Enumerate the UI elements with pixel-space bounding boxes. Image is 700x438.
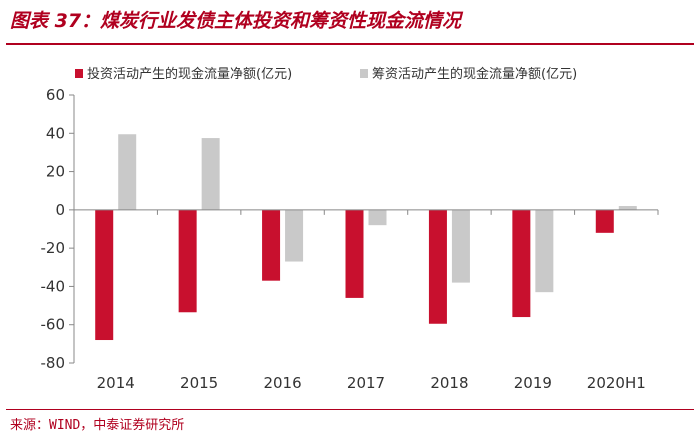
y-tick-label: 60 [46, 86, 65, 104]
x-tick-label: 2017 [347, 374, 385, 392]
bar [345, 209, 364, 298]
bars [95, 134, 637, 341]
legend-swatch [360, 69, 368, 78]
x-tick-label: 2014 [97, 374, 135, 392]
legend-label: 筹资活动产生的现金流量净额(亿元) [372, 66, 577, 82]
legend-label: 投资活动产生的现金流量净额(亿元) [87, 66, 292, 82]
y-tick-label: 0 [55, 201, 65, 219]
bar [285, 209, 304, 262]
y-tick-label: -40 [41, 277, 66, 295]
x-tick-label: 2018 [430, 374, 468, 392]
x-tick-label: 2015 [180, 374, 218, 392]
bar-chart: 投资活动产生的现金流量净额(亿元) 筹资活动产生的现金流量净额(亿元) 60 40 2… [41, 66, 659, 392]
bar [201, 138, 220, 210]
bar [178, 209, 197, 313]
y-tick-label: 20 [46, 163, 65, 181]
x-tick-label: 2020H1 [587, 374, 646, 392]
bar [512, 209, 531, 318]
source-divider [6, 409, 694, 410]
y-tick-label: -60 [41, 316, 66, 334]
bar [618, 206, 637, 210]
y-tick-label: 40 [46, 124, 65, 142]
bar [368, 209, 387, 226]
x-tick-label: 2019 [514, 374, 552, 392]
chart-legend: 投资活动产生的现金流量净额(亿元) 筹资活动产生的现金流量净额(亿元) [75, 66, 577, 82]
bar [535, 209, 554, 293]
bar [451, 209, 470, 283]
title-divider [6, 43, 694, 45]
y-tick-label: -80 [41, 354, 66, 372]
bar [118, 134, 137, 210]
bar [595, 209, 614, 233]
legend-swatch [75, 69, 83, 78]
bar [95, 209, 114, 341]
chart-title: 图表 37：煤炭行业发债主体投资和筹资性现金流情况 [10, 10, 462, 32]
y-tick-label: -20 [41, 239, 66, 257]
source-note: 来源：WIND，中泰证券研究所 [10, 418, 185, 433]
x-axis: 2014 2015 2016 2017 2018 2019 2020H1 [73, 209, 659, 392]
bar [262, 209, 281, 281]
bar [428, 209, 447, 324]
x-tick-label: 2016 [263, 374, 301, 392]
y-axis: 60 40 20 0 -20 -40 -60 -80 [41, 86, 75, 372]
